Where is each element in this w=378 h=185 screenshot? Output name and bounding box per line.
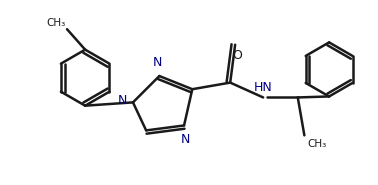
Text: N: N (118, 94, 127, 107)
Text: N: N (153, 56, 163, 69)
Text: HN: HN (254, 81, 273, 94)
Text: N: N (181, 133, 191, 146)
Text: CH₃: CH₃ (307, 139, 326, 149)
Text: O: O (232, 49, 242, 62)
Text: CH₃: CH₃ (46, 18, 65, 28)
